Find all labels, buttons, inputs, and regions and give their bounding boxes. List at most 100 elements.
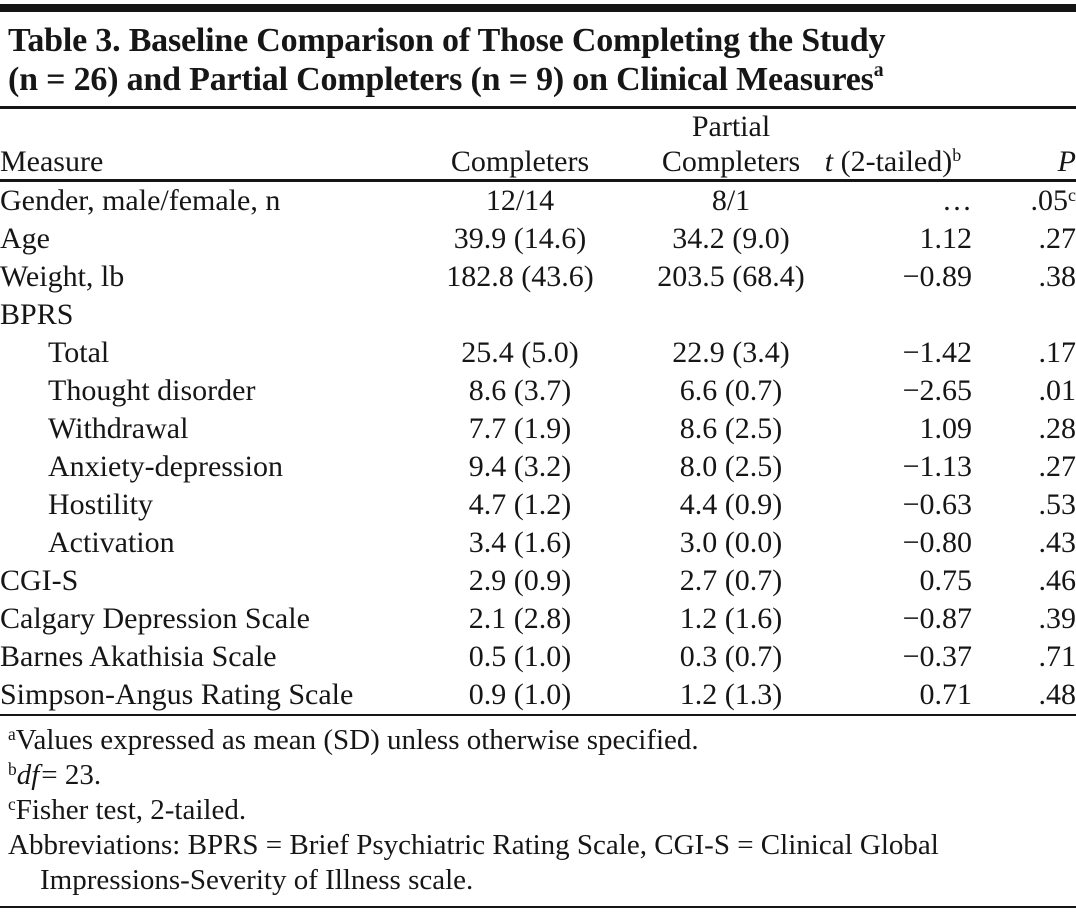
t-value-cell: −2.65 bbox=[902, 374, 972, 407]
p-value-cell: .39 bbox=[1038, 602, 1076, 635]
t-value-cell: −0.80 bbox=[902, 526, 972, 559]
measure-cell: Weight, lb bbox=[0, 260, 125, 293]
t-value-cell: −1.13 bbox=[902, 450, 972, 483]
table-title: Table 3. Baseline Comparison of Those Co… bbox=[0, 12, 1076, 106]
completers-cell: 39.9 (14.6) bbox=[453, 222, 587, 255]
p-value-cell: .27 bbox=[1038, 222, 1076, 255]
table-row-simpson-angus: Simpson-Angus Rating Scale 0.9 (1.0) 1.2… bbox=[0, 676, 1076, 716]
table-row-bprs-group: BPRS bbox=[0, 296, 1076, 334]
p-value-cell: .38 bbox=[1038, 260, 1076, 293]
completers-cell: 4.7 (1.2) bbox=[468, 488, 572, 521]
t-value-cell: −0.37 bbox=[902, 640, 972, 673]
clinical-measures-table: Measure Completers Partial Completers t … bbox=[0, 109, 1076, 716]
header-partial-line1: Partial bbox=[691, 110, 771, 143]
completers-cell bbox=[392, 296, 648, 334]
p-value-cell: .05c bbox=[972, 181, 1076, 221]
t-value-cell: 0.71 bbox=[814, 676, 972, 716]
t-value-cell bbox=[814, 296, 972, 334]
header-completers: Completers bbox=[392, 109, 648, 182]
table-title-line2: (n = 26) and Partial Completers (n = 9) … bbox=[8, 60, 1070, 99]
completers-cell: 9.4 (3.2) bbox=[468, 450, 572, 483]
footnote-marker-c: c bbox=[1068, 185, 1076, 205]
completers-cell: 8.6 (3.7) bbox=[468, 374, 572, 407]
bottom-rule bbox=[0, 906, 1076, 908]
p-value-cell: .43 bbox=[1038, 526, 1076, 559]
partial-completers-cell: 2.7 (0.7) bbox=[679, 564, 783, 597]
measure-cell: Age bbox=[0, 222, 50, 255]
table-header-row: Measure Completers Partial Completers t … bbox=[0, 109, 1076, 182]
completers-cell: 0.5 (1.0) bbox=[468, 640, 572, 673]
measure-cell: CGI-S bbox=[0, 564, 79, 597]
table-title-line1: Table 3. Baseline Comparison of Those Co… bbox=[8, 22, 886, 59]
partial-completers-cell: 4.4 (0.9) bbox=[679, 488, 783, 521]
measure-cell: Activation bbox=[48, 526, 175, 559]
t-value-cell: −0.63 bbox=[902, 488, 972, 521]
t-value-cell: … bbox=[942, 184, 972, 217]
completers-cell: 2.9 (0.9) bbox=[468, 564, 572, 597]
table-row-cgi-s: CGI-S 2.9 (0.9) 2.7 (0.7) 0.75 .46 bbox=[0, 562, 1076, 600]
table-row-calgary: Calgary Depression Scale 2.1 (2.8) 1.2 (… bbox=[0, 600, 1076, 638]
partial-completers-cell: 8.0 (2.5) bbox=[679, 450, 783, 483]
measure-cell: Total bbox=[48, 336, 110, 369]
p-value-cell bbox=[972, 296, 1076, 334]
partial-completers-cell: 3.0 (0.0) bbox=[679, 526, 783, 559]
p-value-cell: .71 bbox=[1038, 640, 1076, 673]
partial-completers-cell bbox=[648, 296, 814, 334]
table-row-bprs-total: Total 25.4 (5.0) 22.9 (3.4) −1.42 .17 bbox=[0, 334, 1076, 372]
p-value-cell: .27 bbox=[1038, 450, 1076, 483]
table-title-line2-text: (n = 26) and Partial Completers (n = 9) … bbox=[8, 61, 874, 98]
header-partial-completers: Partial Completers bbox=[648, 109, 814, 182]
footnote-abbreviations: Abbreviations: BPRS = Brief Psychiatric … bbox=[8, 829, 939, 896]
table-row-barnes: Barnes Akathisia Scale 0.5 (1.0) 0.3 (0.… bbox=[0, 638, 1076, 676]
p-value-cell: .28 bbox=[1038, 412, 1076, 445]
t-value-cell: 1.09 bbox=[919, 412, 973, 445]
completers-cell: 12/14 bbox=[485, 184, 555, 217]
measure-cell: Thought disorder bbox=[48, 374, 256, 407]
header-t-symbol: t bbox=[824, 145, 834, 178]
footnote-c-text: Fisher test, 2-tailed. bbox=[15, 794, 247, 826]
measure-cell: Anxiety-depression bbox=[48, 450, 283, 483]
bottom-rule-container bbox=[0, 904, 1076, 908]
measure-cell: Withdrawal bbox=[48, 412, 189, 445]
footnote-marker-b: b bbox=[952, 145, 962, 165]
table-header: Measure Completers Partial Completers t … bbox=[0, 109, 1076, 182]
measure-cell: Gender, male/female, n bbox=[0, 184, 281, 217]
p-value-cell: .48 bbox=[972, 676, 1076, 716]
completers-cell: 25.4 (5.0) bbox=[461, 336, 579, 369]
header-partial-line2: Completers bbox=[661, 145, 801, 178]
t-value-cell: −0.89 bbox=[902, 260, 972, 293]
completers-cell: 3.4 (1.6) bbox=[468, 526, 572, 559]
completers-cell: 0.9 (1.0) bbox=[392, 676, 648, 716]
table-body: Gender, male/female, n 12/14 8/1 … .05c … bbox=[0, 181, 1076, 716]
top-rule-bar bbox=[0, 4, 1076, 12]
p-value-cell: .17 bbox=[1038, 336, 1076, 369]
footnote-b-df-symbol: df bbox=[16, 759, 40, 791]
footnote-b: bdf= 23. bbox=[8, 758, 1070, 793]
table-row-anxiety-depression: Anxiety-depression 9.4 (3.2) 8.0 (2.5) −… bbox=[0, 448, 1076, 486]
t-value-cell: −1.42 bbox=[902, 336, 972, 369]
p-value-cell: .01 bbox=[1038, 374, 1076, 407]
measure-cell: Calgary Depression Scale bbox=[0, 602, 310, 635]
footnote-marker-a: a bbox=[873, 59, 884, 81]
header-p-value: P bbox=[972, 109, 1076, 182]
t-value-cell: −0.87 bbox=[902, 602, 972, 635]
footnote-c: cFisher test, 2-tailed. bbox=[8, 793, 1070, 828]
p-value-cell: .46 bbox=[1038, 564, 1076, 597]
partial-completers-cell: 1.2 (1.3) bbox=[648, 676, 814, 716]
footnote-a: aValues expressed as mean (SD) unless ot… bbox=[8, 723, 1070, 758]
completers-cell: 2.1 (2.8) bbox=[468, 602, 572, 635]
completers-cell: 7.7 (1.9) bbox=[468, 412, 572, 445]
t-value-cell: 1.12 bbox=[919, 222, 973, 255]
completers-cell: 182.8 (43.6) bbox=[446, 260, 594, 293]
table-footnotes: aValues expressed as mean (SD) unless ot… bbox=[0, 716, 1076, 904]
table-row-thought-disorder: Thought disorder 8.6 (3.7) 6.6 (0.7) −2.… bbox=[0, 372, 1076, 410]
partial-completers-cell: 8/1 bbox=[711, 184, 751, 217]
footnote-b-text: = 23. bbox=[41, 759, 102, 791]
table-row-age: Age 39.9 (14.6) 34.2 (9.0) 1.12 .27 bbox=[0, 220, 1076, 258]
table-row-withdrawal: Withdrawal 7.7 (1.9) 8.6 (2.5) 1.09 .28 bbox=[0, 410, 1076, 448]
header-t-statistic: t (2-tailed)b bbox=[814, 109, 972, 182]
partial-completers-cell: 34.2 (9.0) bbox=[672, 222, 790, 255]
partial-completers-cell: 203.5 (68.4) bbox=[657, 260, 805, 293]
measure-cell: BPRS bbox=[0, 298, 74, 331]
